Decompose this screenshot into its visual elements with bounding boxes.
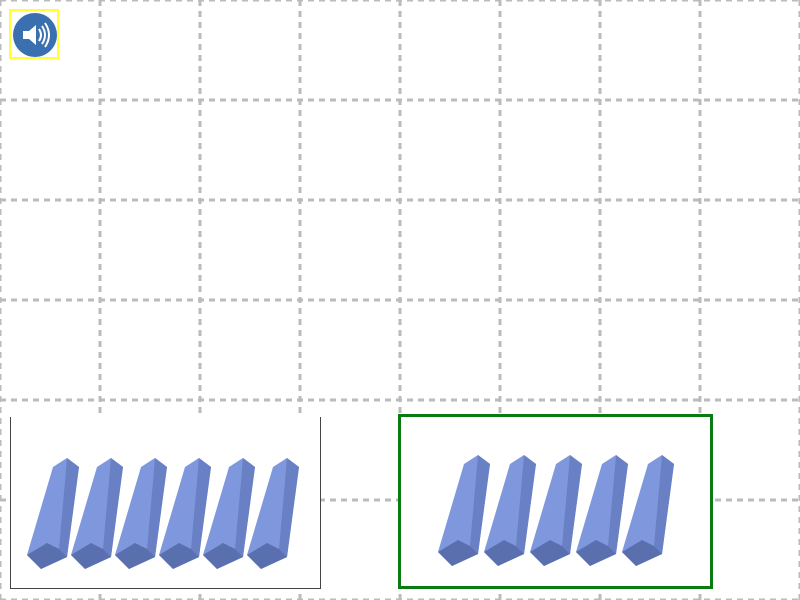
blocks-group-right (438, 455, 674, 566)
speaker-icon (13, 13, 57, 57)
answer-option-right[interactable] (398, 414, 713, 589)
blue-block (159, 458, 211, 569)
blue-block (71, 458, 123, 569)
blue-block (438, 455, 490, 566)
blue-block (530, 455, 582, 566)
blue-block (115, 458, 167, 569)
blue-block (27, 458, 79, 569)
blue-block (484, 455, 536, 566)
blue-block (203, 458, 255, 569)
blocks-group-left (27, 458, 299, 569)
blue-block (622, 455, 674, 566)
sound-button[interactable] (9, 9, 59, 59)
blue-block (576, 455, 628, 566)
blue-block (247, 458, 299, 569)
answer-option-left[interactable] (10, 417, 321, 589)
